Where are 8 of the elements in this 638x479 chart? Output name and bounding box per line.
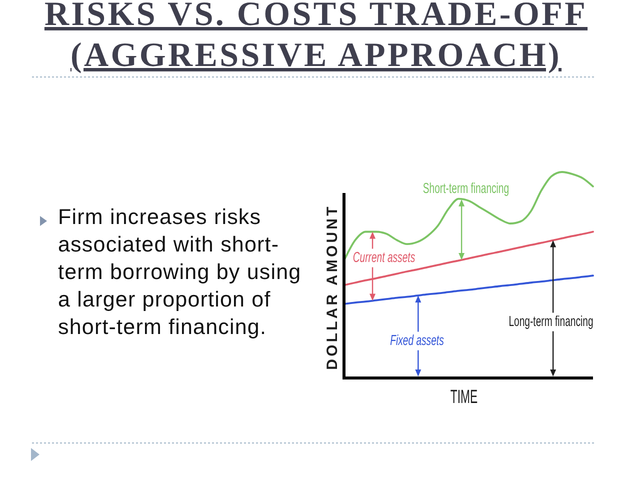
annotation: Fixed assets [390, 333, 472, 349]
annotation: Current assets [352, 250, 448, 266]
text: Firm increases risks associated with short-term borrowing by using a larger proportion of short-term financing. [58, 205, 302, 339]
annotation: Long-term financing [508, 314, 637, 330]
chart-title: RISKS VS. COSTS TRADE-OFF (AGGRESSIVE APPROACH) [44, 0, 588, 74]
annotation: Short-term financing [422, 181, 554, 197]
x-axis-title: TIME [450, 387, 496, 408]
y-axis-title: DOLLAR AMOUNT [324, 204, 341, 370]
